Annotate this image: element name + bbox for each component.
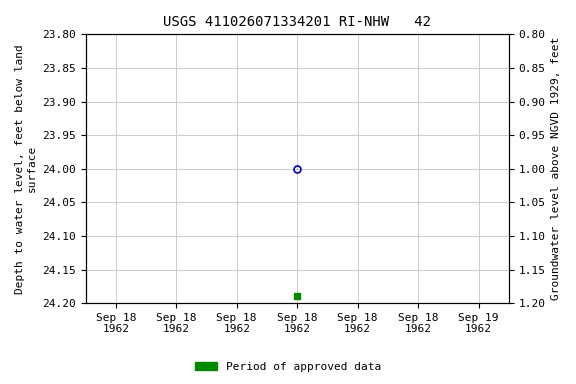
Legend: Period of approved data: Period of approved data (191, 358, 385, 377)
Title: USGS 411026071334201 RI-NHW   42: USGS 411026071334201 RI-NHW 42 (163, 15, 431, 29)
Y-axis label: Groundwater level above NGVD 1929, feet: Groundwater level above NGVD 1929, feet (551, 37, 561, 300)
Y-axis label: Depth to water level, feet below land
surface: Depth to water level, feet below land su… (15, 44, 37, 294)
